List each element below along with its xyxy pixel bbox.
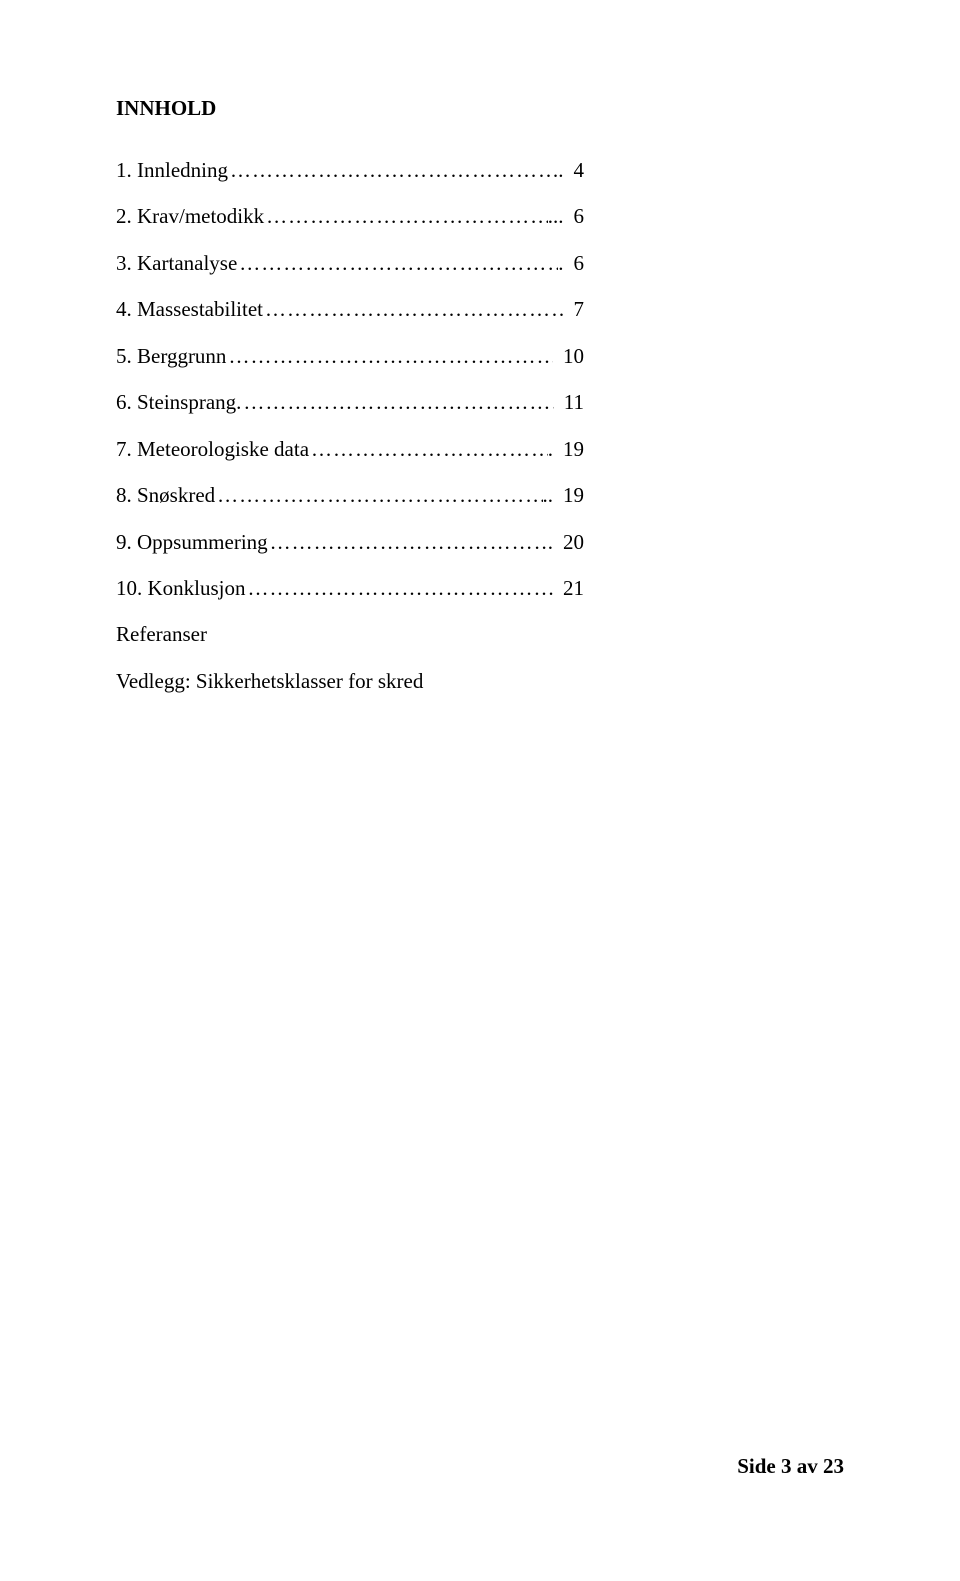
after-toc-line: Vedlegg: Sikkerhetsklasser for skred (116, 666, 844, 696)
toc-leader: …………………………………………………………………………………………………………… (309, 434, 548, 464)
toc-leader: …………………………………………………………………………………………………………… (264, 201, 548, 231)
toc-page-number: 4 (564, 155, 585, 185)
toc-item-label: 1. Innledning (116, 155, 228, 185)
toc-trail: ... (548, 201, 564, 231)
table-of-contents: 1. Innledning………………………………………………………………………… (116, 155, 844, 603)
toc-page-number: 7 (564, 294, 585, 324)
toc-row: 2. Krav/metodikk………………………………………………………………… (116, 201, 844, 231)
toc-leader: …………………………………………………………………………………………………………… (237, 248, 558, 278)
toc-leader: …………………………………………………………………………………………………………… (215, 480, 542, 510)
toc-row: 7. Meteorologiske data………………………………………………… (116, 434, 844, 464)
toc-row: 3. Kartanalyse……………………………………………………………………… (116, 248, 844, 278)
toc-item-label: 9. Oppsummering (116, 527, 268, 557)
after-toc-block: Referanser Vedlegg: Sikkerhetsklasser fo… (116, 619, 844, 696)
toc-page-number: 6 (564, 248, 585, 278)
toc-trail: .. (543, 480, 554, 510)
toc-item-label: 8. Snøskred (116, 480, 215, 510)
toc-leader: …………………………………………………………………………………………………………… (246, 573, 553, 603)
toc-leader: …………………………………………………………………………………………………………… (226, 341, 553, 371)
toc-page-number: 21 (553, 573, 584, 603)
toc-item-label: 5. Berggrunn (116, 341, 226, 371)
toc-row: 9. Oppsummering…………………………………………………………………… (116, 527, 844, 557)
toc-row: 1. Innledning………………………………………………………………………… (116, 155, 844, 185)
after-toc-line: Referanser (116, 619, 844, 649)
toc-page-number: 19 (553, 480, 584, 510)
toc-leader: …………………………………………………………………………………………………………… (228, 155, 558, 185)
toc-item-label: 7. Meteorologiske data (116, 434, 309, 464)
toc-item-label: 2. Krav/metodikk (116, 201, 264, 231)
toc-item-label: 4. Massestabilitet (116, 294, 263, 324)
page-heading: INNHOLD (116, 96, 844, 121)
toc-leader: …………………………………………………………………………………………………………… (263, 294, 564, 324)
toc-page-number: 20 (553, 527, 584, 557)
toc-row: 4. Massestabilitet…………………………………………………………… (116, 294, 844, 324)
toc-item-label: 10. Konklusjon (116, 573, 246, 603)
toc-page-number: 19 (553, 434, 584, 464)
toc-item-label: 3. Kartanalyse (116, 248, 237, 278)
toc-item-label: 6. Steinsprang. (116, 387, 241, 417)
toc-leader: …………………………………………………………………………………………………………… (268, 527, 548, 557)
toc-leader: …………………………………………………………………………………………………………… (241, 387, 553, 417)
toc-row: 5. Berggrunn…………………………………………………………………………… (116, 341, 844, 371)
page-footer: Side 3 av 23 (737, 1454, 844, 1479)
toc-page-number: 11 (554, 387, 584, 417)
toc-row: 10. Konklusjon……………………………………………………………………… (116, 573, 844, 603)
toc-row: 6. Steinsprang.…………………………………………………………………… (116, 387, 844, 417)
toc-row: 8. Snøskred……………………………………………………………………………… (116, 480, 844, 510)
toc-page-number: 10 (553, 341, 584, 371)
toc-page-number: 6 (564, 201, 585, 231)
